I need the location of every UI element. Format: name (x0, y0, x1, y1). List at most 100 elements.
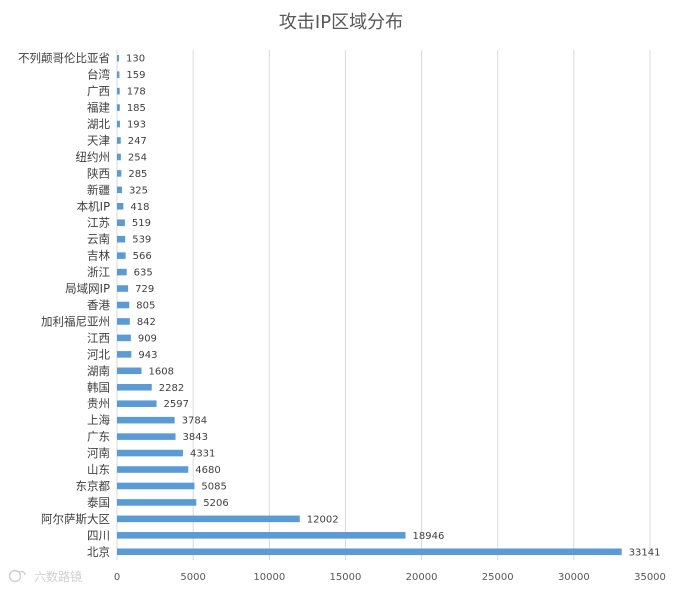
data-label: 159 (126, 70, 145, 81)
data-label: 4331 (190, 449, 215, 460)
category-label: 不列颠哥伦比亚省 (18, 51, 110, 65)
bar (117, 268, 127, 276)
bar (117, 532, 406, 539)
x-tick-label: 0 (114, 572, 120, 583)
data-label: 909 (138, 333, 157, 344)
category-label: 东京都 (76, 479, 111, 493)
bar (117, 482, 195, 490)
bar (117, 71, 120, 78)
data-label: 178 (127, 87, 146, 98)
data-label: 325 (129, 185, 148, 196)
category-label: 广东 (87, 430, 110, 444)
bar (117, 235, 126, 243)
bar (117, 433, 176, 440)
data-label: 193 (127, 120, 146, 131)
data-label: 635 (134, 268, 153, 279)
category-label: 广西 (87, 84, 110, 98)
bar (117, 400, 157, 407)
value-labels: 130 159 178 185 193 247 254 285 325 418 519 539 566 6… (126, 54, 661, 559)
x-tick-label: 35000 (634, 572, 666, 583)
watermark: 六数路镜 (8, 569, 82, 584)
bar (117, 252, 126, 259)
category-label: 浙江 (87, 265, 110, 279)
data-label: 18946 (413, 531, 445, 542)
watermark-text: 六数路镜 (34, 569, 82, 584)
category-label: 泰国 (87, 495, 110, 509)
data-label: 4680 (195, 465, 220, 476)
category-label: 台湾 (87, 68, 110, 82)
data-label: 539 (132, 235, 151, 246)
bar (117, 351, 132, 358)
x-tick-label: 25000 (482, 572, 514, 583)
bar (117, 383, 152, 391)
category-label: 加利福尼亚州 (41, 314, 110, 328)
category-label: 湖南 (87, 364, 110, 378)
category-label: 香港 (87, 298, 110, 312)
category-label: 新疆 (87, 183, 110, 197)
grid-lines (116, 50, 651, 560)
bar (117, 120, 120, 128)
data-label: 2597 (164, 399, 189, 410)
chart-title: 攻击IP区域分布 (279, 12, 403, 33)
x-tick-label: 10000 (253, 572, 285, 583)
watermark-logo-icon (8, 569, 26, 583)
bar (117, 170, 122, 177)
data-label: 418 (130, 202, 149, 213)
bar (117, 186, 122, 194)
data-label: 185 (127, 103, 146, 114)
category-label: 福建 (87, 101, 110, 115)
bar (117, 499, 197, 506)
data-label: 3843 (183, 432, 208, 443)
bar (117, 104, 120, 111)
bar (117, 515, 300, 523)
bar (117, 285, 129, 292)
category-label: 本机IP (77, 199, 110, 213)
bar (117, 416, 175, 424)
x-tick-label: 20000 (406, 572, 438, 583)
bar (117, 334, 131, 342)
category-label: 韩国 (87, 380, 110, 394)
category-label: 上海 (87, 413, 110, 427)
bar (117, 466, 189, 473)
bar (117, 203, 124, 210)
data-label: 247 (128, 136, 147, 147)
x-axis-tick-labels: 0 5000 10000 15000 20000 25000 30000 35000 (114, 572, 666, 583)
category-label: 天津 (87, 133, 110, 147)
category-label: 局域网IP (65, 282, 110, 296)
category-label: 阿尔萨斯大区 (41, 512, 110, 526)
category-label: 江苏 (87, 216, 110, 230)
data-label: 1608 (148, 366, 173, 377)
category-label: 河北 (87, 347, 110, 361)
category-label: 山东 (87, 463, 110, 477)
category-label: 江西 (87, 331, 110, 345)
x-tick-label: 15000 (330, 572, 362, 583)
x-tick-label: 5000 (180, 572, 205, 583)
data-label: 5206 (203, 498, 228, 509)
data-label: 842 (137, 317, 156, 328)
bar (117, 367, 142, 375)
data-label: 33141 (629, 547, 661, 558)
data-label: 943 (138, 350, 157, 361)
data-label: 805 (136, 301, 155, 312)
data-label: 566 (133, 251, 152, 262)
category-label: 四川 (87, 528, 110, 542)
bar (117, 318, 130, 325)
category-label: 陕西 (87, 166, 110, 180)
bar (117, 548, 622, 556)
category-label: 吉林 (87, 249, 110, 263)
data-label: 12002 (307, 514, 339, 525)
category-label: 云南 (87, 232, 110, 246)
bar (117, 87, 120, 95)
data-label: 729 (135, 284, 154, 295)
data-label: 3784 (182, 416, 207, 427)
category-label: 湖北 (87, 117, 110, 131)
bar (117, 449, 183, 457)
bar (117, 54, 119, 62)
category-label: 河南 (87, 446, 110, 460)
x-tick-label: 30000 (558, 572, 590, 583)
bar (117, 301, 130, 309)
data-label: 5085 (201, 481, 226, 492)
